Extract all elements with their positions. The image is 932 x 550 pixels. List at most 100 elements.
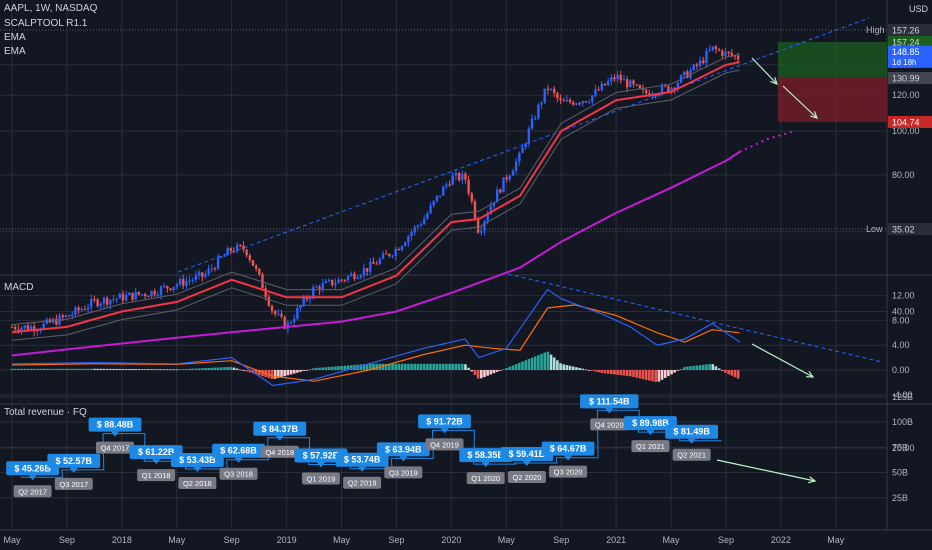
candle-body: [175, 284, 179, 287]
y-tick-label: 120.00: [892, 90, 920, 100]
y-tick-label: 20.00: [892, 443, 915, 453]
macd-histogram-bar: [112, 368, 115, 370]
macd-histogram-bar: [359, 364, 363, 370]
macd-histogram-bar: [489, 370, 493, 375]
candle-body: [166, 285, 169, 289]
revenue-value-label: $ 53.74B: [344, 455, 381, 465]
macd-histogram-bar: [556, 360, 559, 370]
candle-body: [102, 297, 106, 304]
macd-trendline: [507, 273, 883, 363]
macd-histogram-bar: [188, 368, 191, 370]
candle-body: [299, 305, 302, 309]
macd-histogram-bar: [45, 368, 49, 370]
macd-projection-arrow-head: [805, 370, 815, 378]
revenue-badge-pointer: [564, 455, 573, 461]
x-tick-label: 2020: [441, 535, 461, 545]
macd-histogram-bar: [578, 367, 581, 370]
indicator-legend-ema-fast[interactable]: EMA: [4, 32, 26, 43]
revenue-y-tick-label: 50B: [892, 468, 908, 478]
candle-body: [578, 103, 581, 105]
x-tick-label: May: [498, 535, 516, 545]
revenue-value-label: $ 62.68B: [220, 446, 257, 456]
revenue-badge-pointer: [316, 462, 325, 468]
candle-body: [473, 201, 477, 219]
macd-histogram-bar: [102, 368, 106, 370]
macd-histogram-bar: [89, 368, 93, 370]
macd-histogram-bar: [546, 351, 550, 370]
macd-histogram-bar: [147, 369, 150, 370]
macd-histogram-bar: [635, 370, 638, 378]
candle-body: [714, 46, 718, 50]
candle-body: [559, 98, 562, 101]
bar-countdown-label: 1d 18h: [892, 58, 916, 67]
stop-zone: [778, 77, 887, 122]
revenue-badge-pointer: [646, 430, 655, 436]
macd-histogram-bar: [131, 369, 134, 370]
revenue-value-badge: [376, 442, 430, 457]
indicator-legend-scalptool[interactable]: SCALPTOOL R1.1: [4, 18, 88, 29]
candle-body: [381, 253, 385, 259]
quarter-label: Q1 2021: [636, 442, 665, 451]
candle-body: [134, 291, 137, 300]
quarter-badge: [384, 466, 423, 479]
macd-histogram-bar: [552, 357, 556, 370]
candle-body: [362, 268, 366, 276]
macd-pane[interactable]: [10, 273, 883, 387]
macd-histogram-bar: [159, 369, 163, 371]
macd-histogram-bar: [692, 365, 696, 370]
macd-histogram-bar: [705, 364, 708, 370]
candle-body: [622, 79, 626, 81]
candle-body: [207, 268, 210, 274]
candle-body: [137, 291, 141, 295]
macd-histogram-bar: [324, 367, 328, 370]
macd-histogram-bar: [10, 368, 14, 370]
macd-histogram-bar: [724, 370, 727, 373]
candle-body: [429, 205, 432, 214]
candle-body: [423, 218, 426, 225]
candle-body: [400, 245, 404, 251]
macd-histogram-bar: [514, 364, 518, 370]
macd-projection-arrow: [751, 343, 814, 378]
revenue-title[interactable]: Total revenue · FQ: [4, 407, 87, 418]
candle-body: [210, 268, 213, 270]
candle-body: [384, 253, 388, 255]
candle-body: [251, 260, 255, 266]
symbol-legend[interactable]: AAPL, 1W, NASDAQ: [4, 3, 98, 14]
candle-body: [71, 314, 74, 316]
macd-histogram-bar: [77, 368, 80, 370]
indicator-legend-ema-slow[interactable]: EMA: [4, 46, 26, 57]
candle-body: [191, 279, 194, 281]
revenue-value-badge: [129, 445, 183, 460]
macd-histogram-bar: [708, 364, 711, 370]
revenue-value-label: $ 53.43B: [179, 455, 216, 465]
macd-histogram-bar: [686, 366, 689, 370]
candle-body: [258, 268, 261, 275]
revenue-y-tick-label: 100B: [892, 417, 913, 427]
macd-histogram-bar: [495, 370, 499, 372]
macd-histogram-bar: [166, 369, 169, 371]
ema-band-lower: [11, 69, 740, 341]
candle-body: [584, 101, 588, 103]
candle-body: [324, 281, 328, 284]
candle-body: [156, 294, 160, 296]
revenue-pane[interactable]: $ 45.26B Q2 2017 $ 52.57B Q3 2017 $ 88.48B Q4…: [6, 394, 817, 498]
macd-histogram-bar: [407, 363, 410, 370]
price-pane[interactable]: [0, 17, 887, 357]
macd-histogram-bar: [413, 363, 417, 370]
macd-title[interactable]: MACD: [4, 282, 34, 293]
macd-histogram-bar: [435, 363, 439, 370]
macd-histogram-bar: [346, 365, 350, 370]
candle-body: [105, 297, 109, 305]
macd-histogram-bar: [736, 370, 740, 379]
macd-histogram-bar: [156, 369, 160, 371]
high-value-label-bg: [888, 23, 932, 36]
revenue-value-badge: [580, 394, 639, 409]
macd-histogram-bar: [254, 370, 258, 375]
candle-body: [163, 285, 166, 287]
ema-slow-projection: [739, 130, 795, 153]
x-tick-label: 2022: [771, 535, 791, 545]
macd-histogram-bar: [695, 365, 699, 370]
candle-body: [159, 286, 163, 295]
y-tick-label: 80.00: [892, 170, 915, 180]
